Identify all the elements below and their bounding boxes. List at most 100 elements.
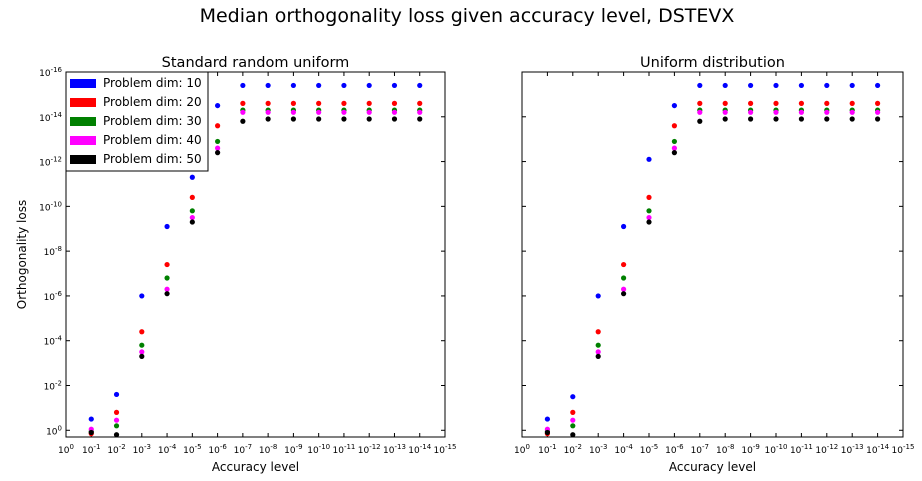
figure-title: Median orthogonality loss given accuracy… — [200, 5, 735, 27]
x-tick-label: 10-4 — [614, 443, 633, 456]
data-point — [265, 82, 271, 89]
y-tick-label-base: 10 — [39, 159, 51, 169]
x-tick-label-exp: -13 — [394, 443, 405, 451]
data-point — [265, 116, 271, 122]
panel-title: Standard random uniform — [162, 55, 350, 71]
data-point — [722, 82, 728, 89]
y-tick-label: 10-12 — [39, 156, 62, 169]
data-point — [849, 109, 855, 115]
x-tick-label-base: 10 — [234, 446, 246, 456]
data-point — [798, 82, 805, 89]
data-point — [113, 409, 120, 415]
x-tick-label: 10-9 — [284, 443, 302, 456]
y-axis-label: Orthogonality loss — [15, 200, 29, 309]
data-point — [697, 82, 703, 89]
x-tick-label-base: 10 — [434, 446, 446, 456]
data-point — [290, 109, 296, 115]
x-tick-label-base: 10 — [107, 446, 119, 456]
data-point — [139, 353, 145, 359]
x-tick-label: 10-15 — [892, 443, 915, 456]
x-tick-label-base: 10 — [284, 446, 296, 456]
data-point — [824, 109, 830, 115]
data-point — [164, 223, 170, 230]
legend-swatch — [70, 117, 96, 126]
x-tick-label: 10-2 — [107, 443, 125, 456]
series-problem-dim-30 — [544, 107, 881, 435]
data-point — [798, 109, 805, 115]
x-tick-label: 10-5 — [640, 443, 658, 456]
data-point — [290, 100, 296, 106]
data-point — [697, 100, 703, 106]
x-tick-label: 10-2 — [564, 443, 582, 456]
data-point — [316, 116, 322, 122]
data-point — [316, 109, 322, 115]
x-tick-label-base: 10 — [765, 446, 777, 456]
data-point — [215, 138, 221, 145]
x-tick-label-exp: -11 — [344, 443, 355, 451]
x-tick-label: 10-1 — [82, 443, 100, 456]
legend: Problem dim: 10 Problem dim: 20 Problem di… — [65, 71, 209, 172]
data-point — [595, 293, 601, 299]
x-tick-label-base: 10 — [383, 446, 395, 456]
data-point — [240, 100, 246, 106]
data-point — [316, 100, 322, 106]
series-problem-dim-40 — [88, 109, 423, 432]
x-tick-label: 10-7 — [234, 443, 252, 456]
x-tick-label-exp: -9 — [753, 443, 760, 451]
data-point — [722, 100, 728, 106]
data-point — [646, 219, 652, 225]
x-tick-label-base: 10 — [892, 446, 904, 456]
x-tick-label-base: 10 — [208, 446, 220, 456]
data-point — [215, 150, 221, 156]
y-tick-label-exp: -14 — [51, 111, 63, 119]
y-tick-label-exp: 0 — [58, 424, 62, 432]
data-point — [646, 208, 652, 214]
x-tick-label-exp: -12 — [369, 443, 380, 451]
x-tick-label: 10-10 — [307, 443, 330, 456]
data-point — [341, 82, 347, 89]
x-tick-label-exp: -1 — [94, 443, 101, 451]
x-tick-label: 10-8 — [259, 443, 277, 456]
x-tick-label-exp: -13 — [852, 443, 863, 451]
legend-label: Problem dim: 50 — [103, 152, 202, 166]
data-point — [773, 100, 779, 106]
x-tick-label-base: 10 — [691, 446, 703, 456]
x-tick-label: 10-6 — [208, 443, 227, 456]
x-tick-label-exp: -12 — [827, 443, 838, 451]
data-point — [417, 100, 423, 106]
x-tick-label: 10-15 — [434, 443, 457, 456]
x-tick-label-exp: -3 — [600, 443, 607, 451]
plot-frame — [65, 71, 446, 438]
x-tick-label-base: 10 — [408, 446, 420, 456]
data-point — [88, 429, 94, 436]
x-tick-label-exp: -8 — [727, 443, 734, 451]
x-tick-label-base: 10 — [589, 446, 601, 456]
data-point — [798, 100, 805, 106]
data-point — [875, 100, 881, 106]
legend-label: Problem dim: 20 — [103, 95, 202, 109]
series-problem-dim-50 — [88, 116, 423, 438]
x-tick-label-exp: -10 — [319, 443, 330, 451]
data-point — [391, 116, 398, 122]
data-point — [391, 82, 398, 89]
data-point — [621, 291, 627, 297]
data-point — [189, 219, 195, 225]
data-point — [595, 349, 601, 355]
data-point — [773, 116, 779, 122]
y-tick-label-exp: -2 — [55, 379, 62, 387]
y-tick-label-base: 10 — [46, 427, 58, 437]
data-point — [570, 409, 576, 415]
x-tick-label-base: 10 — [614, 446, 626, 456]
data-point — [722, 116, 728, 122]
data-point — [316, 82, 322, 89]
data-point — [849, 82, 855, 89]
data-point — [773, 82, 779, 89]
x-tick-label: 10-3 — [589, 443, 607, 456]
legend-swatch — [70, 155, 96, 164]
data-point — [366, 116, 372, 122]
data-point — [798, 116, 805, 122]
data-point — [215, 145, 221, 151]
x-tick-label: 10-11 — [790, 443, 813, 456]
